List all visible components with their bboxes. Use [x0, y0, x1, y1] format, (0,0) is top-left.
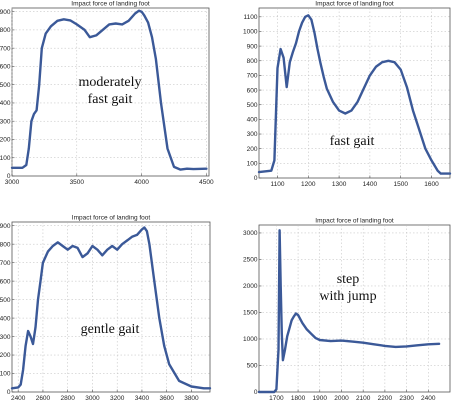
y-tick-label: 0 — [254, 389, 258, 396]
y-tick-label: 700 — [0, 45, 11, 52]
chart-panel-1: Impact force of landing foot 0 100 200 300 40… — [0, 1, 214, 187]
gait-annotation: moderately — [79, 75, 142, 90]
x-tick-label: 2100 — [356, 395, 371, 402]
y-tick-label: 300 — [247, 131, 258, 138]
x-tick-label: 1600 — [424, 181, 439, 188]
chart-title: Impact force of landing foot — [315, 218, 394, 225]
x-tick-label: 1100 — [270, 181, 284, 188]
y-tick-label: 0 — [7, 389, 11, 396]
chart-title: Impact force of landing foot — [72, 215, 151, 222]
x-tick-label: 3600 — [159, 395, 174, 402]
y-tick-label: 0 — [254, 175, 258, 182]
y-tick-label: 2500 — [243, 257, 258, 264]
y-tick-label: 600 — [0, 278, 11, 285]
x-tick-label: 1200 — [301, 181, 316, 188]
y-tick-label: 800 — [0, 27, 11, 34]
x-tick-label: 2800 — [60, 395, 75, 402]
y-tick-label: 900 — [0, 223, 11, 230]
y-tick-label: 1000 — [243, 336, 258, 343]
gait-annotation: fast gait — [88, 92, 133, 107]
x-tick-label: 1500 — [393, 181, 408, 188]
y-tick-label: 0 — [7, 173, 11, 180]
y-tick-label: 600 — [247, 87, 258, 94]
plot-area — [258, 7, 451, 179]
y-tick-label: 200 — [247, 146, 258, 153]
x-tick-label: 4500 — [199, 179, 214, 186]
gait-annotation: gentle gait — [81, 322, 140, 337]
x-tick-label: 3500 — [70, 179, 85, 186]
y-tick-label: 900 — [0, 9, 11, 16]
x-tick-label: 1700 — [269, 395, 284, 402]
x-tick-label: 2000 — [334, 395, 349, 402]
y-tick-label: 400 — [247, 117, 258, 124]
chart-title: Impact force of landing foot — [71, 1, 150, 8]
y-tick-label: 500 — [247, 363, 258, 370]
y-tick-label: 700 — [247, 73, 258, 80]
y-tick-label: 100 — [0, 371, 11, 378]
y-tick-label: 400 — [0, 315, 11, 322]
chart-panel-3: Impact force of landing foot 0 100 200 300 40… — [0, 215, 212, 402]
y-tick-label: 1500 — [243, 310, 258, 317]
y-tick-label: 600 — [0, 64, 11, 71]
impact-force-line — [257, 14, 452, 175]
impact-force-line — [10, 226, 212, 390]
x-tick-label: 3200 — [110, 395, 125, 402]
x-tick-label: 1300 — [332, 181, 347, 188]
impact-force-line — [10, 9, 208, 171]
x-tick-label: 2200 — [378, 395, 393, 402]
x-tick-label: 2400 — [421, 395, 436, 402]
x-tick-label: 2400 — [11, 395, 26, 402]
y-tick-label: 100 — [247, 161, 258, 168]
y-tick-label: 800 — [247, 58, 258, 65]
x-tick-label: 3400 — [135, 395, 150, 402]
y-tick-label: 500 — [0, 297, 11, 304]
plot-area — [258, 224, 451, 393]
plot-area — [11, 221, 211, 393]
x-tick-label: 2600 — [36, 395, 51, 402]
x-tick-label: 1400 — [363, 181, 378, 188]
y-tick-label: 700 — [0, 260, 11, 267]
y-tick-label: 500 — [0, 82, 11, 89]
y-tick-label: 500 — [247, 102, 258, 109]
y-tick-label: 300 — [0, 334, 11, 341]
impact-force-line — [257, 229, 441, 394]
x-tick-label: 1800 — [291, 395, 306, 402]
y-tick-label: 200 — [0, 137, 11, 144]
gait-annotation: fast gait — [330, 134, 375, 149]
y-tick-label: 1100 — [244, 14, 258, 21]
chart-panel-2: Impact force of landing foot 0 100 200 300 40… — [243, 1, 452, 188]
x-tick-label: 3000 — [5, 179, 20, 186]
y-tick-label: 800 — [0, 241, 11, 248]
chart-title: Impact force of landing foot — [315, 1, 394, 8]
chart-panel-4: Impact force of landing foot 0 500 1000 1500… — [243, 218, 451, 402]
x-tick-label: 1900 — [313, 395, 328, 402]
gait-annotation: with jump — [319, 289, 376, 304]
x-tick-label: 2300 — [399, 395, 414, 402]
gait-annotation: step — [337, 272, 360, 287]
x-tick-label: 3800 — [184, 395, 199, 402]
y-tick-label: 100 — [0, 155, 11, 162]
x-tick-label: 4000 — [134, 179, 149, 186]
y-tick-label: 1000 — [243, 29, 258, 36]
y-tick-label: 200 — [0, 352, 11, 359]
y-tick-label: 300 — [0, 118, 11, 125]
y-tick-label: 400 — [0, 100, 11, 107]
y-tick-label: 900 — [247, 43, 258, 50]
y-tick-label: 2000 — [243, 283, 258, 290]
y-tick-label: 3000 — [243, 230, 258, 237]
x-tick-label: 3000 — [85, 395, 100, 402]
